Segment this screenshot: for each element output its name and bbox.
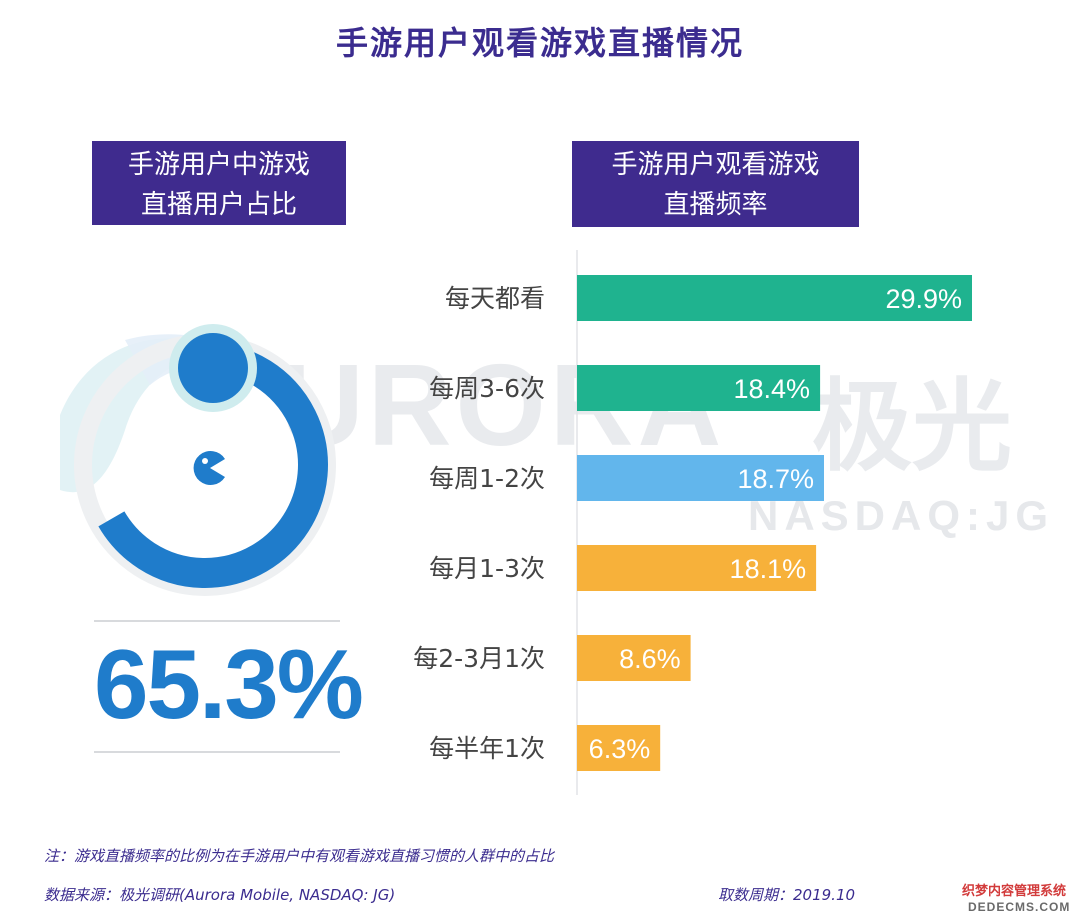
category-label: 每2-3月1次: [413, 644, 545, 673]
watermark-brand-cn: 极光: [812, 368, 1012, 485]
pacman-icon: [193, 451, 225, 485]
category-label: 每周1-2次: [429, 464, 545, 493]
live-user-share-value: 65.3%: [94, 629, 364, 739]
corner-watermark-cn: 织梦内容管理系统: [962, 884, 1067, 899]
bar: [577, 365, 821, 411]
data-period: 取数周期：2019.10: [718, 886, 856, 904]
category-label: 每半年1次: [429, 734, 545, 763]
divider-top: [94, 620, 340, 622]
category-label: 每月1-3次: [429, 554, 545, 583]
left-header-line2: 直播用户占比: [140, 190, 297, 220]
bar-value-label: 18.1%: [730, 554, 807, 584]
bar-value-label: 6.3%: [589, 734, 651, 764]
data-source: 数据来源：极光调研(Aurora Mobile, NASDAQ: JG): [44, 886, 396, 904]
bar: [577, 725, 661, 771]
left-panel-header: 手游用户中游戏 直播用户占比: [92, 141, 346, 225]
bar: [577, 635, 691, 681]
right-header-line1: 手游用户观看游戏: [611, 150, 820, 180]
bar: [577, 275, 972, 321]
page-title: 手游用户观看游戏直播情况: [335, 24, 744, 62]
bar: [577, 545, 817, 591]
divider-bottom: [94, 751, 340, 753]
bar-value-label: 8.6%: [619, 644, 681, 674]
footnote: 注：游戏直播频率的比例为在手游用户中有观看游戏直播习惯的人群中的占比: [44, 847, 555, 865]
bar-value-label: 29.9%: [885, 284, 962, 314]
donut-knob: [178, 333, 248, 403]
right-panel-header: 手游用户观看游戏 直播频率: [572, 141, 859, 227]
left-header-line1: 手游用户中游戏: [127, 150, 310, 180]
right-header-line2: 直播频率: [663, 190, 768, 220]
donut-ring: [98, 342, 328, 588]
bar-value-label: 18.4%: [734, 374, 811, 404]
corner-watermark-en: DEDECMS.COM: [968, 900, 1071, 914]
category-label: 每周3-6次: [429, 374, 545, 403]
bar: [577, 455, 824, 501]
frequency-bar-chart: 29.9% 每天都看 18.4% 每周3-6次 18.7% 每周1-2次 18.1% 每月1-…: [413, 250, 972, 795]
bar-value-label: 18.7%: [737, 464, 814, 494]
donut-chart: [60, 324, 336, 596]
category-label: 每天都看: [445, 284, 545, 313]
